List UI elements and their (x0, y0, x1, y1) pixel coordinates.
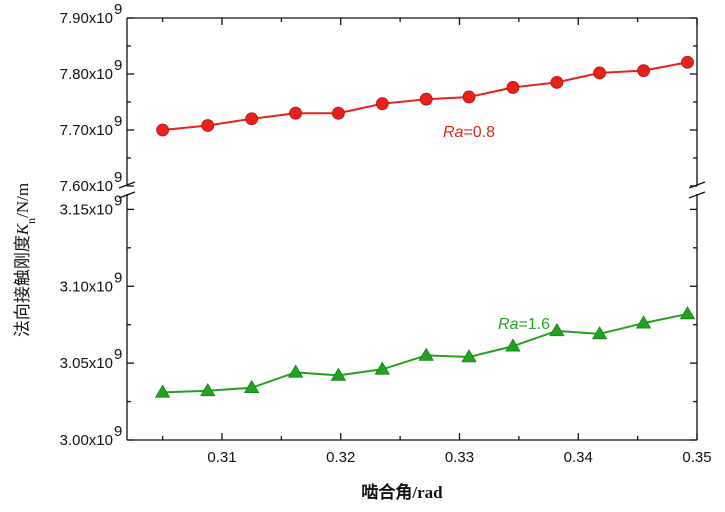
x-tick-label: 0.33 (445, 449, 474, 466)
data-point-circle (419, 92, 433, 106)
chart-axes (118, 17, 706, 441)
chart-ticks: 0.31 0.32 0.33 0.34 0.357.60x1097.70x1097.80… (60, 1, 712, 466)
y-tick-label: 3.05x10 (60, 355, 113, 372)
data-point-triangle (549, 323, 565, 337)
y-tick-exponent: 9 (114, 423, 122, 440)
y-tick-exponent: 9 (114, 269, 122, 286)
data-point-triangle (243, 379, 260, 394)
y-tick-label: 7.90x10 (60, 10, 113, 27)
data-point-circle (331, 106, 345, 120)
axis-break-right-b (688, 191, 706, 199)
x-axis-title: 啮合角/rad (361, 482, 443, 502)
data-point-triangle (461, 349, 477, 363)
data-point-triangle (374, 361, 391, 375)
data-point-circle (593, 66, 607, 80)
data-point-triangle (200, 383, 216, 397)
data-point-circle (245, 112, 259, 126)
data-point-circle (462, 90, 476, 104)
data-point-triangle (505, 338, 521, 352)
chart-series (154, 55, 696, 398)
y-tick-exponent: 9 (114, 192, 122, 209)
data-point-circle (506, 81, 520, 94)
data-point-circle (201, 119, 215, 132)
data-point-triangle (591, 326, 608, 340)
data-point-triangle (635, 315, 652, 329)
y-tick-label: 7.80x10 (60, 66, 113, 83)
chart-labels: Ra=0.8 Ra=1.6 啮合角/rad 法向接触刚度Kn/N/m (13, 124, 550, 502)
series-label: Ra=1.6 (498, 316, 550, 333)
data-point-triangle (330, 367, 347, 381)
y-tick-label: 3.00x10 (60, 432, 113, 449)
axis-break-left-a (118, 181, 136, 189)
data-point-circle (681, 55, 694, 69)
y-tick-label: 3.15x10 (60, 201, 113, 218)
data-point-circle (156, 123, 170, 137)
axis-break-right-a (688, 181, 706, 189)
y-tick-exponent: 9 (114, 346, 122, 363)
data-point-circle (289, 106, 303, 120)
y-tick-label: 3.10x10 (60, 278, 113, 295)
series-label: Ra=0.8 (443, 124, 495, 141)
x-tick-label: 0.31 (207, 449, 236, 466)
x-tick-label: 0.35 (682, 449, 711, 466)
axis-break-left-b (118, 191, 136, 199)
data-point-circle (550, 76, 564, 89)
y-tick-exponent: 9 (114, 169, 122, 186)
x-tick-label: 0.32 (326, 449, 355, 466)
y-axis-title: 法向接触刚度Kn/N/m (13, 183, 38, 337)
data-point-triangle (154, 384, 171, 398)
y-tick-exponent: 9 (114, 113, 122, 130)
data-point-triangle (287, 364, 304, 378)
data-point-circle (375, 97, 389, 111)
data-point-circle (637, 64, 650, 78)
data-point-triangle (679, 306, 696, 320)
y-tick-exponent: 9 (114, 57, 122, 74)
y-tick-label: 7.70x10 (60, 122, 113, 139)
x-tick-label: 0.34 (564, 449, 593, 466)
y-tick-label: 7.60x10 (60, 178, 113, 195)
y-tick-exponent: 9 (114, 1, 122, 18)
data-point-triangle (418, 347, 434, 361)
